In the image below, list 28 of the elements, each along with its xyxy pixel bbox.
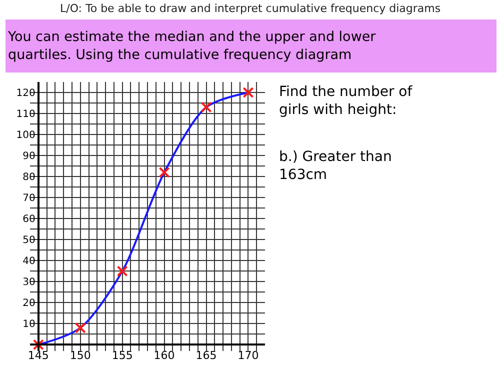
y-tick-label: 70 [22,193,36,204]
y-tick-label: 120 [16,88,36,100]
y-tick-label: 50 [22,235,36,246]
text: Find the number of girls with height: [279,84,414,118]
y-tick-label: 80 [22,172,36,184]
x-tick-label: 145 [28,348,49,362]
point [74,322,86,334]
y-tick-label: 10 [22,319,36,330]
y-tick-label: 30 [22,277,36,288]
x-tick-label: 165 [196,348,217,362]
text: b.) Greater than 163cm [279,149,392,184]
y-tick-label: 90 [22,151,36,162]
x-tick-label: 155 [112,348,133,362]
point [158,166,170,178]
point [242,87,254,98]
y-tick-label: 20 [22,298,36,310]
x-tick-label: 150 [70,348,91,362]
point [32,339,44,350]
y-tick-label: 110 [16,109,36,120]
y-tick-label: 60 [22,214,36,226]
point [116,266,128,277]
chart-subtitle: You can estimate the median and the upper and lower quartiles. Using the cumulative frequency diagram [7,29,376,63]
point [200,102,212,113]
y-tick-label: 100 [16,130,36,142]
x-tick-label: 170 [238,348,259,362]
y-tick-label: 40 [22,256,36,268]
chart-title: L/O: To be able to draw and interpret cumulative frequency diagrams [60,2,441,15]
x-tick-label: 160 [154,348,175,362]
